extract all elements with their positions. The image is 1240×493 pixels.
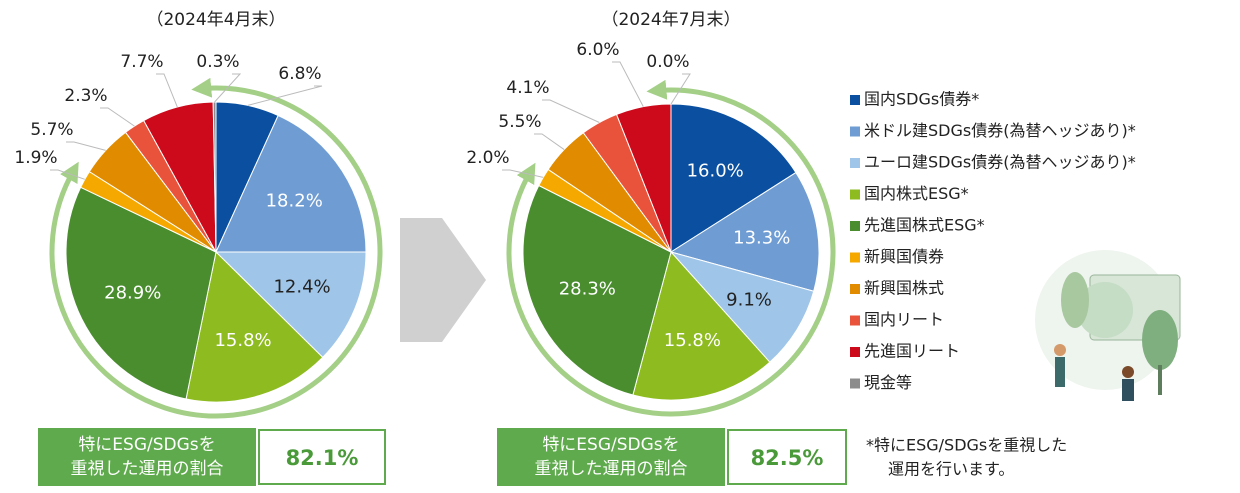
legend-label: 現金等 xyxy=(864,373,912,392)
summary-label: 重視した運用の割合 xyxy=(71,459,224,479)
legend-swatch xyxy=(850,253,860,263)
data-label: 0.0% xyxy=(646,52,689,72)
leader-line xyxy=(502,170,543,177)
legend-label: 米ドル建SDGs債券(為替ヘッジあり)* xyxy=(864,121,1136,140)
data-label: 1.9% xyxy=(14,148,57,168)
legend-swatch xyxy=(850,190,860,200)
legend-swatch xyxy=(850,379,860,389)
leader-line xyxy=(66,142,106,150)
legend-swatch xyxy=(850,95,860,105)
summary-label: 特にESG/SDGsを xyxy=(542,435,679,455)
data-label: 28.3% xyxy=(559,279,616,300)
data-label: 7.7% xyxy=(120,52,163,72)
legend-swatch xyxy=(850,221,860,231)
footnote: *特にESG/SDGsを重視した xyxy=(866,436,1067,455)
data-label: 6.8% xyxy=(278,64,321,84)
chart-title: （2024年7月末） xyxy=(601,10,740,30)
data-label: 28.9% xyxy=(104,282,161,303)
legend-label: 先進国リート xyxy=(864,342,960,361)
data-label: 2.0% xyxy=(466,148,509,168)
leader-line xyxy=(612,62,643,107)
leader-line xyxy=(100,108,134,126)
legend-label: 先進国株式ESG* xyxy=(864,216,985,235)
data-label: 5.5% xyxy=(498,112,541,132)
data-label: 4.1% xyxy=(506,78,549,98)
data-label: 6.0% xyxy=(576,40,619,60)
summary-value: 82.1% xyxy=(286,446,359,470)
data-label: 15.8% xyxy=(214,330,271,351)
data-label: 15.8% xyxy=(664,330,721,351)
legend-swatch xyxy=(850,158,860,168)
legend-label: 国内リート xyxy=(864,310,944,329)
leader-line xyxy=(156,74,177,107)
legend-label: 新興国株式 xyxy=(864,279,944,298)
legend-swatch xyxy=(850,284,860,294)
data-label: 13.3% xyxy=(733,227,790,248)
leader-line xyxy=(534,134,564,150)
legend-label: ユーロ建SDGs債券(為替ヘッジあり)* xyxy=(864,153,1136,172)
data-label: 9.1% xyxy=(726,289,772,310)
legend-swatch xyxy=(850,127,860,137)
data-label: 5.7% xyxy=(30,120,73,140)
arrow xyxy=(400,218,486,342)
summary-value: 82.5% xyxy=(751,446,824,470)
data-label: 12.4% xyxy=(273,276,330,297)
legend-swatch xyxy=(850,316,860,326)
legend-swatch xyxy=(850,347,860,357)
data-label: 16.0% xyxy=(687,161,744,182)
data-label: 2.3% xyxy=(64,86,107,106)
chart: （2024年4月末） 6.8% 18.2% 12.4% 15.8% 28.9% 1.9% 5.… xyxy=(0,0,1240,489)
legend-label: 国内SDGs債券* xyxy=(864,90,979,109)
data-label: 0.3% xyxy=(196,52,239,72)
data-label: 18.2% xyxy=(266,191,323,212)
summary-label: 特にESG/SDGsを xyxy=(78,435,215,455)
chart-title: （2024年4月末） xyxy=(146,10,285,30)
leader-line xyxy=(542,100,599,122)
summary-label: 重視した運用の割合 xyxy=(535,459,688,479)
legend-label: 国内株式ESG* xyxy=(864,184,969,203)
footnote: 運用を行います。 xyxy=(888,460,1014,479)
illustration xyxy=(1035,250,1180,401)
legend-label: 新興国債券 xyxy=(864,247,944,266)
